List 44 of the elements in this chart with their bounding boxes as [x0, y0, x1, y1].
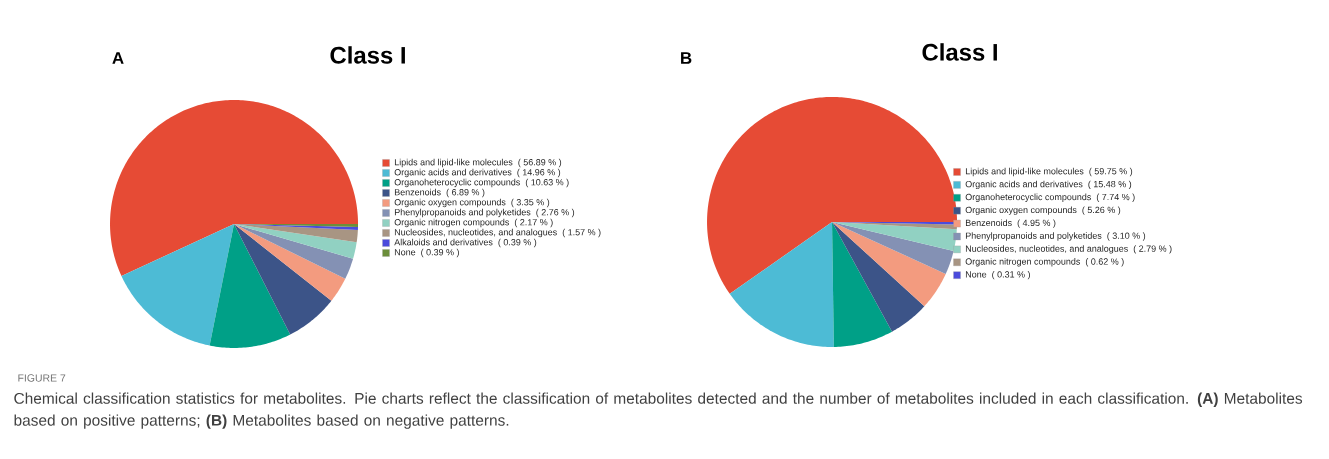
legend-label: Organic oxygen compounds: [965, 206, 1077, 215]
legend-label: Lipids and lipid-like molecules: [965, 167, 1084, 177]
data-label: ( 56.89 % ): [518, 158, 562, 168]
data-label: ( 15.48 % ): [1088, 180, 1132, 190]
data-label: ( 0.39 % ): [498, 238, 537, 248]
data-label: ( 2.76 % ): [536, 208, 575, 218]
legend-label: Organic acids and derivatives: [394, 168, 512, 178]
text: B: [681, 52, 692, 64]
legend-label: None: [394, 249, 416, 256]
legend-label: Nucleosides, nucleotides, and analogues: [965, 245, 1128, 254]
legend-label: Organic acids and derivatives: [965, 180, 1083, 190]
data-label: ( 0.31 % ): [992, 271, 1030, 280]
data-label: ( 5.26 % ): [1082, 206, 1121, 215]
data-label: ( 3.10 % ): [1107, 232, 1146, 241]
data-label: ( 2.79 % ): [1133, 245, 1172, 254]
data-label: ( 2.17 % ): [514, 218, 553, 228]
data-label: ( 7.74 % ): [1096, 193, 1135, 202]
text: A: [112, 52, 124, 64]
data-label: ( 0.62 % ): [1085, 258, 1124, 267]
legend-label: Alkaloids and derivatives: [394, 238, 493, 246]
legend-label: Nucleosides, nucleotides, and analogues: [394, 228, 557, 238]
text: Chemical classification statistics for metabolites. Pie charts reflect the classification of metabolites detected and the number of metabolites included in each classification. (A) Metabolites based on positive patterns; (B) Metabolites based on negative patterns.: [14, 392, 1303, 429]
legend-label: Lipids and lipid-like molecules: [394, 158, 513, 168]
data-label: ( 3.35 % ): [511, 198, 550, 208]
data-label: ( 1.57 % ): [562, 228, 601, 238]
legend-label: None: [965, 271, 987, 278]
legend-label: Organic nitrogen compounds: [394, 218, 509, 228]
data-label: ( 59.75 % ): [1089, 167, 1133, 177]
data-label: ( 4.95 % ): [1017, 219, 1056, 228]
data-label: ( 10.63 % ): [525, 178, 569, 188]
legend-label: Benzenoids: [394, 188, 441, 196]
legend-label: Organic nitrogen compounds: [965, 258, 1081, 267]
legend-label: Phenylpropanoids and polyketides: [394, 208, 531, 218]
chart-title: Class I: [330, 46, 405, 64]
data-label: ( 0.39 % ): [421, 248, 459, 258]
data-label: ( 14.96 % ): [517, 168, 561, 178]
legend-label: Organoheterocyclic compounds: [394, 178, 520, 188]
data-label: ( 6.89 % ): [446, 188, 485, 198]
caption: FIGURE 7: [18, 374, 66, 382]
legend-label: Organic oxygen compounds: [394, 198, 506, 208]
chart-title: Class I: [922, 43, 997, 61]
legend-label: Organoheterocyclic compounds: [965, 193, 1091, 202]
legend-label: Phenylpropanoids and polyketides: [965, 232, 1102, 241]
legend-label: Benzenoids: [965, 219, 1012, 226]
